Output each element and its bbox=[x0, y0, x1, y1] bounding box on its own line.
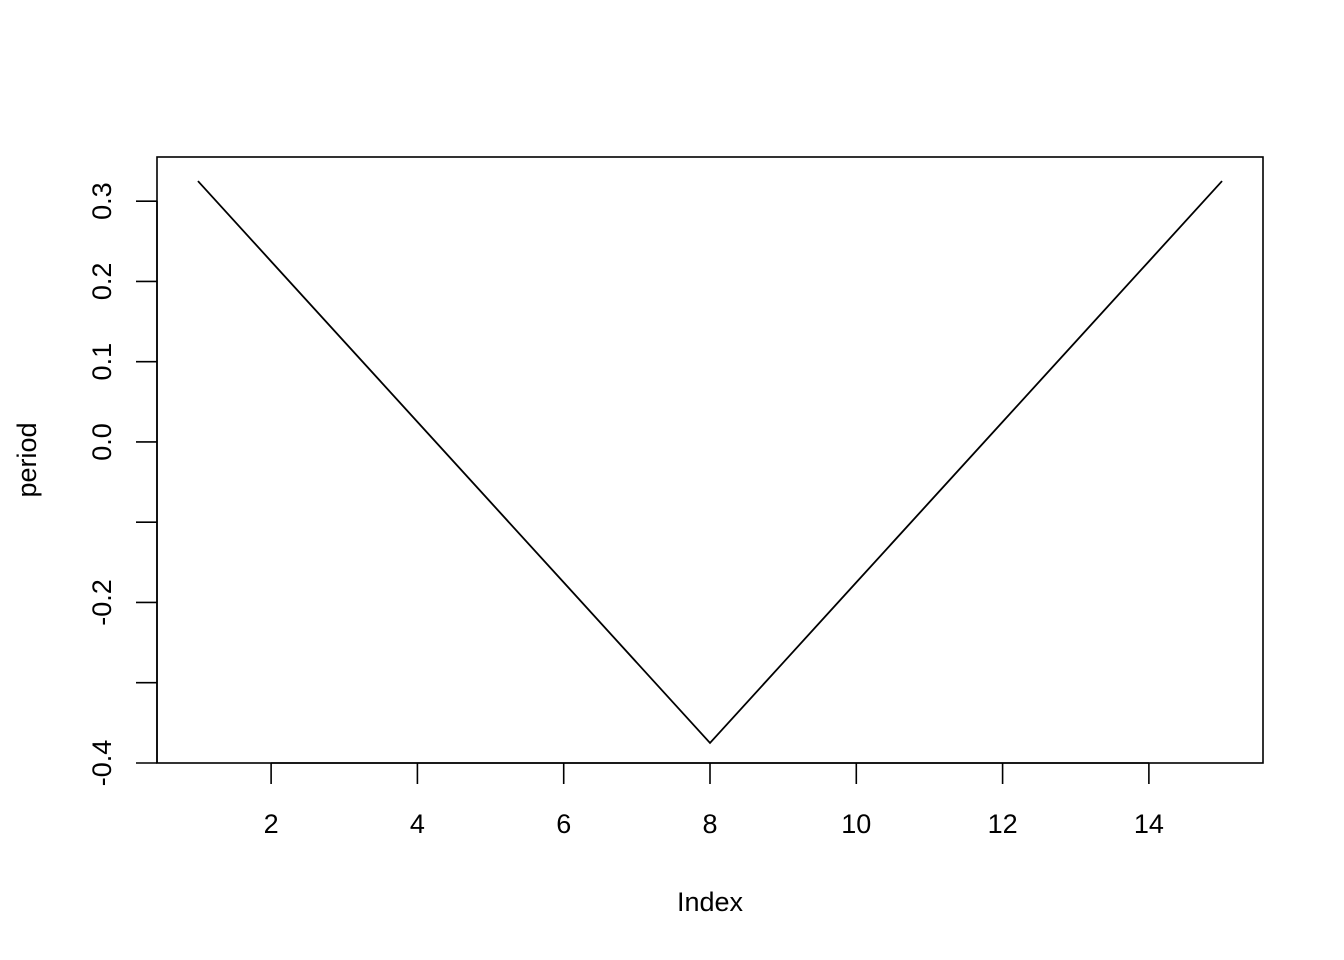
series-line-0 bbox=[197, 180, 1223, 745]
x-tick-label: 6 bbox=[556, 809, 571, 839]
x-axis-title: Index bbox=[677, 887, 744, 917]
y-tick-label: -0.4 bbox=[87, 740, 117, 787]
x-tick-label: 4 bbox=[410, 809, 425, 839]
y-tick-label: -0.2 bbox=[87, 579, 117, 626]
series-layer bbox=[197, 180, 1223, 745]
y-axis-title: period bbox=[12, 422, 42, 497]
y-tick-label: 0.0 bbox=[87, 423, 117, 461]
y-axis: -0.4 -0.2 0.0 0.1 0.2 0.3 bbox=[87, 182, 158, 787]
y-tick-label: 0.2 bbox=[87, 263, 117, 301]
plot-area-box bbox=[156, 156, 1264, 764]
x-tick-label: 10 bbox=[841, 809, 871, 839]
x-tick-label: 12 bbox=[988, 809, 1018, 839]
x-tick-label: 8 bbox=[702, 809, 717, 839]
x-tick-label: 14 bbox=[1134, 809, 1164, 839]
x-tick-label: 2 bbox=[264, 809, 279, 839]
x-axis: 2 4 6 8 10 12 14 bbox=[264, 762, 1164, 839]
y-tick-label: 0.1 bbox=[87, 343, 117, 381]
y-tick-label: 0.3 bbox=[87, 182, 117, 220]
